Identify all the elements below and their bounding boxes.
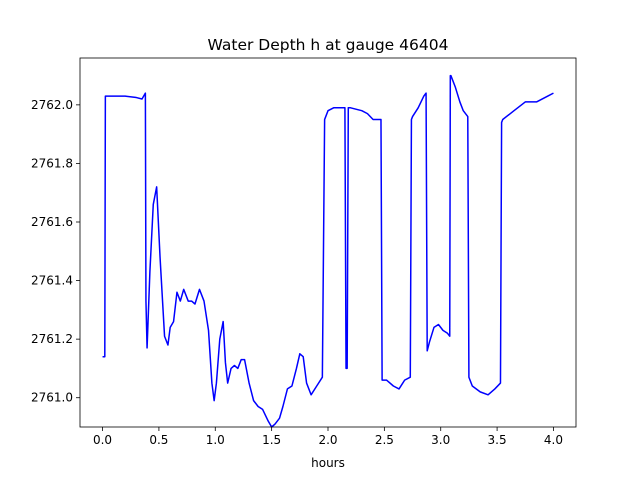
x-tick-label: 2.5 — [375, 433, 394, 447]
y-tick-label: 2762.0 — [31, 98, 73, 112]
x-tick-label: 0.0 — [93, 433, 112, 447]
plot-area — [79, 57, 577, 428]
y-axis: 2761.0 2761.2 2761.4 2761.6 2761.8 2762.0 — [31, 98, 80, 405]
x-tick-label: 3.0 — [431, 433, 450, 447]
water-depth-line — [102, 74, 554, 428]
chart-title: Water Depth h at gauge 46404 — [208, 36, 449, 54]
x-tick-label: 0.5 — [149, 433, 168, 447]
x-tick-label: 1.0 — [206, 433, 225, 447]
y-tick-label: 2761.6 — [31, 215, 73, 229]
y-tick-label: 2761.2 — [31, 332, 73, 346]
axes-background — [80, 58, 576, 427]
y-tick-label: 2761.4 — [31, 274, 73, 288]
x-axis-label: hours — [311, 456, 345, 470]
y-tick-label: 2761.0 — [31, 391, 73, 405]
x-tick-label: 4.0 — [544, 433, 563, 447]
x-tick-label: 3.5 — [488, 433, 507, 447]
x-tick-label: 1.5 — [262, 433, 281, 447]
x-axis: 0.0 0.5 1.0 1.5 2.0 2.5 3.0 3.5 4.0 — [93, 427, 563, 447]
x-tick-label: 2.0 — [318, 433, 337, 447]
y-tick-label: 2761.8 — [31, 156, 73, 170]
